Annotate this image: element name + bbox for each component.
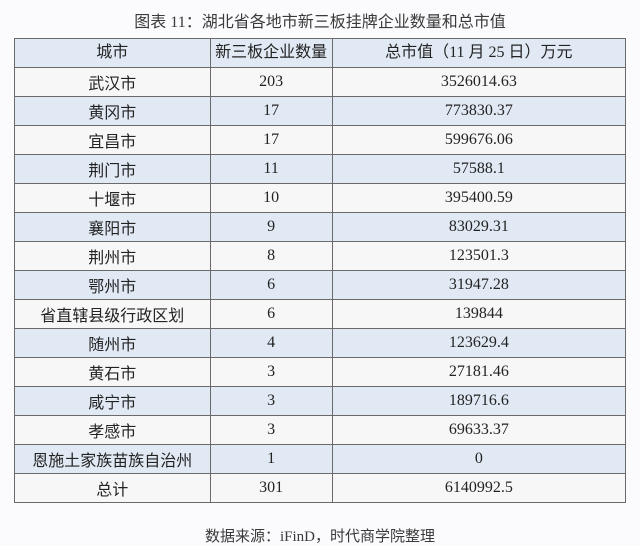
cell-value: 83029.31	[332, 213, 625, 242]
cell-city: 十堰市	[15, 184, 211, 213]
cell-count: 9	[210, 213, 332, 242]
cell-city: 省直辖县级行政区划	[15, 300, 211, 329]
cell-city: 黄冈市	[15, 97, 211, 126]
table-row: 总计3016140992.5	[15, 474, 626, 503]
table-body: 武汉市2033526014.63黄冈市17773830.37宜昌市1759967…	[15, 68, 626, 503]
cell-value: 395400.59	[332, 184, 625, 213]
cell-city: 随州市	[15, 329, 211, 358]
cell-count: 4	[210, 329, 332, 358]
cell-city: 恩施土家族苗族自治州	[15, 445, 211, 474]
cell-count: 1	[210, 445, 332, 474]
cell-city: 孝感市	[15, 416, 211, 445]
cell-value: 3526014.63	[332, 68, 625, 97]
cell-count: 17	[210, 97, 332, 126]
col-header-value: 总市值（11 月 25 日）万元	[332, 39, 625, 68]
cell-value: 189716.6	[332, 387, 625, 416]
table-row: 荆门市1157588.1	[15, 155, 626, 184]
cell-city: 咸宁市	[15, 387, 211, 416]
cell-value: 123501.3	[332, 242, 625, 271]
table-row: 鄂州市631947.28	[15, 271, 626, 300]
cell-city: 荆州市	[15, 242, 211, 271]
cell-count: 6	[210, 271, 332, 300]
table-row: 恩施土家族苗族自治州10	[15, 445, 626, 474]
cell-value: 0	[332, 445, 625, 474]
cell-count: 3	[210, 416, 332, 445]
table-row: 宜昌市17599676.06	[15, 126, 626, 155]
table-row: 十堰市10395400.59	[15, 184, 626, 213]
cell-value: 27181.46	[332, 358, 625, 387]
table-title: 图表 11：湖北省各地市新三板挂牌企业数量和总市值	[14, 8, 626, 32]
cell-city: 总计	[15, 474, 211, 503]
cell-city: 宜昌市	[15, 126, 211, 155]
cell-count: 11	[210, 155, 332, 184]
cell-city: 武汉市	[15, 68, 211, 97]
table-row: 孝感市369633.37	[15, 416, 626, 445]
cell-count: 10	[210, 184, 332, 213]
table-row: 荆州市8123501.3	[15, 242, 626, 271]
cell-city: 襄阳市	[15, 213, 211, 242]
cell-city: 鄂州市	[15, 271, 211, 300]
cell-count: 3	[210, 387, 332, 416]
header-row: 城市 新三板企业数量 总市值（11 月 25 日）万元	[15, 39, 626, 68]
cell-value: 31947.28	[332, 271, 625, 300]
cell-count: 301	[210, 474, 332, 503]
table-row: 武汉市2033526014.63	[15, 68, 626, 97]
cell-city: 荆门市	[15, 155, 211, 184]
cell-value: 57588.1	[332, 155, 625, 184]
col-header-count: 新三板企业数量	[210, 39, 332, 68]
cell-count: 6	[210, 300, 332, 329]
table-row: 随州市4123629.4	[15, 329, 626, 358]
table-row: 黄冈市17773830.37	[15, 97, 626, 126]
data-source: 数据来源：iFinD，时代商学院整理	[14, 525, 626, 546]
col-header-city: 城市	[15, 39, 211, 68]
cell-count: 203	[210, 68, 332, 97]
table-row: 省直辖县级行政区划6139844	[15, 300, 626, 329]
cell-count: 17	[210, 126, 332, 155]
cell-value: 599676.06	[332, 126, 625, 155]
cell-value: 123629.4	[332, 329, 625, 358]
data-table: 城市 新三板企业数量 总市值（11 月 25 日）万元 武汉市203352601…	[14, 38, 626, 503]
cell-count: 3	[210, 358, 332, 387]
cell-value: 139844	[332, 300, 625, 329]
cell-city: 黄石市	[15, 358, 211, 387]
cell-count: 8	[210, 242, 332, 271]
table-row: 咸宁市3189716.6	[15, 387, 626, 416]
table-row: 襄阳市983029.31	[15, 213, 626, 242]
table-row: 黄石市327181.46	[15, 358, 626, 387]
cell-value: 6140992.5	[332, 474, 625, 503]
cell-value: 773830.37	[332, 97, 625, 126]
cell-value: 69633.37	[332, 416, 625, 445]
